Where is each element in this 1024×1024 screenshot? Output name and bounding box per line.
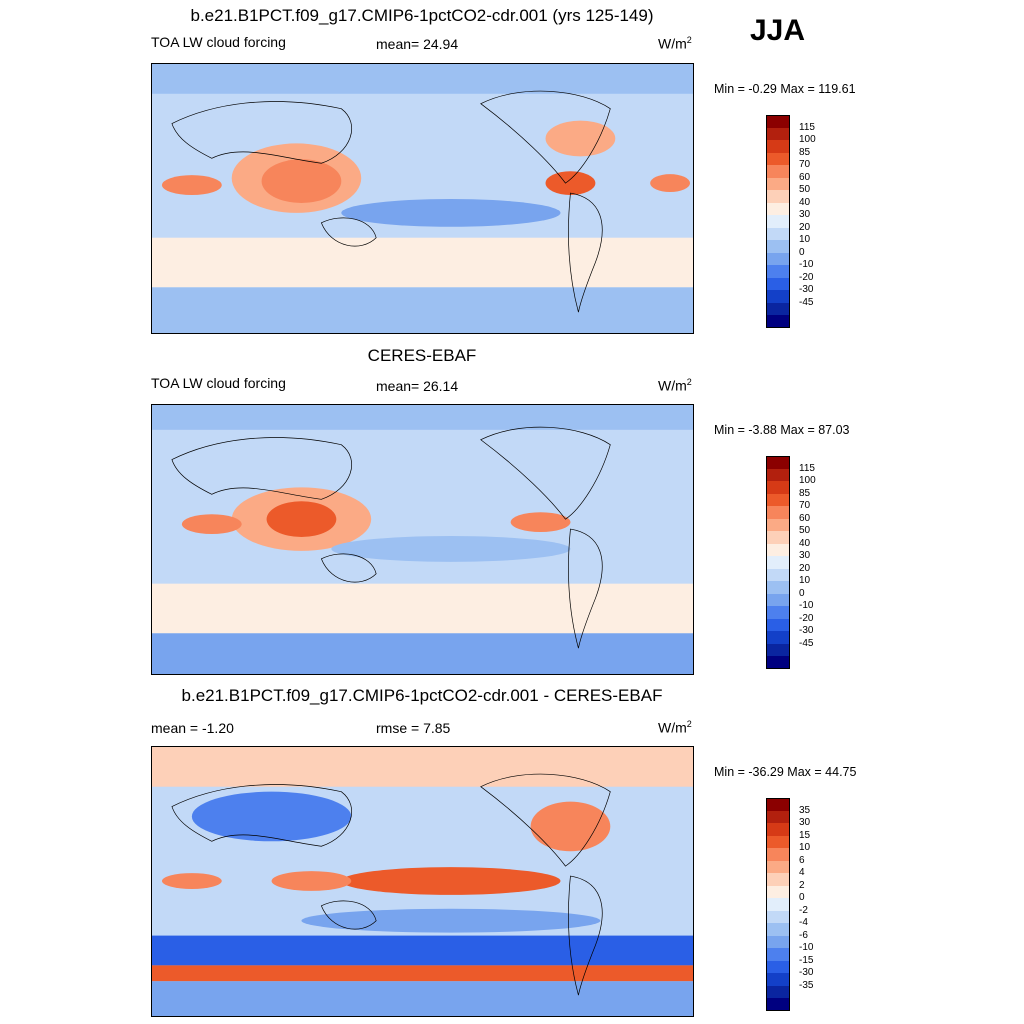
panel-1-left-label: TOA LW cloud forcing bbox=[151, 34, 286, 50]
colorbar-label: 30 bbox=[799, 817, 811, 829]
season-label: JJA bbox=[750, 14, 806, 47]
colorbar-label: -45 bbox=[799, 637, 814, 649]
colorbar-label: -4 bbox=[799, 917, 808, 929]
colorbar-label: 10 bbox=[799, 842, 811, 854]
panel-2-minmax: Min = -3.88 Max = 87.03 bbox=[714, 423, 850, 437]
colorbar-label: 6 bbox=[799, 854, 805, 866]
colorbar-label: -6 bbox=[799, 929, 808, 941]
colorbar-label: 100 bbox=[799, 475, 816, 487]
colorbar-label: -30 bbox=[799, 625, 814, 637]
colorbar-label: 115 bbox=[799, 462, 815, 474]
panel-2-mean: mean= 26.14 bbox=[376, 378, 459, 394]
colorbar-label: 10 bbox=[799, 575, 811, 587]
colorbar-label: 85 bbox=[799, 487, 811, 499]
colorbar-label: 50 bbox=[799, 184, 811, 196]
panel-1-map bbox=[151, 63, 694, 334]
colorbar-label: 70 bbox=[799, 159, 811, 171]
colorbar-label: 15 bbox=[799, 829, 811, 841]
colorbar-label: 30 bbox=[799, 209, 811, 221]
colorbar-label: -10 bbox=[799, 600, 814, 612]
colorbar-label: 100 bbox=[799, 134, 816, 146]
colorbar-label: 2 bbox=[799, 879, 805, 891]
colorbar-label: 50 bbox=[799, 525, 811, 537]
colorbar-label: 0 bbox=[799, 587, 805, 599]
panel-2-colorbar: 115 100 85 70 60 50 40 30 20 10 0 -10 -20 -30 -45 bbox=[766, 456, 816, 670]
colorbar-label: 20 bbox=[799, 221, 811, 233]
colorbar-label: 0 bbox=[799, 892, 805, 904]
colorbar-label: 0 bbox=[799, 246, 805, 258]
panel-1-mean: mean= 24.94 bbox=[376, 36, 459, 52]
colorbar-label: -30 bbox=[799, 967, 814, 979]
colorbar-label: 10 bbox=[799, 234, 811, 246]
panel-3-map bbox=[151, 746, 694, 1017]
panel-1-colorbar: 115 100 85 70 60 50 40 30 20 10 0 -10 -20 -30 -45 bbox=[766, 115, 816, 329]
colorbar-label: -10 bbox=[799, 942, 814, 954]
panel-2-title: CERES-EBAF bbox=[367, 346, 477, 365]
panel-2-map bbox=[151, 404, 694, 675]
colorbar-label: 70 bbox=[799, 500, 811, 512]
colorbar-label: -15 bbox=[799, 954, 814, 966]
colorbar-label: -10 bbox=[799, 259, 814, 271]
colorbar-label: 4 bbox=[799, 867, 805, 879]
panel-2-left-label: TOA LW cloud forcing bbox=[151, 375, 286, 391]
colorbar-label: 115 bbox=[799, 121, 815, 133]
panel-3-minmax: Min = -36.29 Max = 44.75 bbox=[714, 765, 857, 779]
colorbar-label: -2 bbox=[799, 904, 808, 916]
colorbar-label: 35 bbox=[799, 804, 811, 816]
panel-1-title: b.e21.B1PCT.f09_g17.CMIP6-1pctCO2-cdr.00… bbox=[190, 6, 654, 25]
panel-1-units: W/m2 bbox=[658, 35, 692, 52]
panel-1-minmax: Min = -0.29 Max = 119.61 bbox=[714, 82, 856, 96]
panel-3-title: b.e21.B1PCT.f09_g17.CMIP6-1pctCO2-cdr.00… bbox=[181, 686, 663, 705]
colorbar-label: -20 bbox=[799, 271, 814, 283]
colorbar-label: 30 bbox=[799, 550, 811, 562]
colorbar-label: 20 bbox=[799, 562, 811, 574]
colorbar-frame bbox=[766, 456, 790, 669]
panel-3-colorbar: 35 30 15 10 6 4 2 0 -2 -4 -6 -10 -15 -30 -35 bbox=[766, 798, 813, 1012]
colorbar-label: 85 bbox=[799, 146, 811, 158]
panel-2-units: W/m2 bbox=[658, 377, 692, 394]
colorbar-label: -45 bbox=[799, 296, 814, 308]
colorbar-label: -35 bbox=[799, 979, 814, 991]
panel-3-rmse: rmse = 7.85 bbox=[376, 720, 451, 736]
colorbar-frame bbox=[766, 798, 790, 1011]
colorbar-label: -30 bbox=[799, 284, 814, 296]
colorbar-frame bbox=[766, 115, 790, 328]
colorbar-label: 60 bbox=[799, 171, 811, 183]
colorbar-label: 40 bbox=[799, 537, 811, 549]
panel-3-units: W/m2 bbox=[658, 719, 692, 736]
colorbar-label: 60 bbox=[799, 512, 811, 524]
colorbar-label: -20 bbox=[799, 612, 814, 624]
panel-3-mean: mean = -1.20 bbox=[151, 720, 234, 736]
colorbar-label: 40 bbox=[799, 196, 811, 208]
